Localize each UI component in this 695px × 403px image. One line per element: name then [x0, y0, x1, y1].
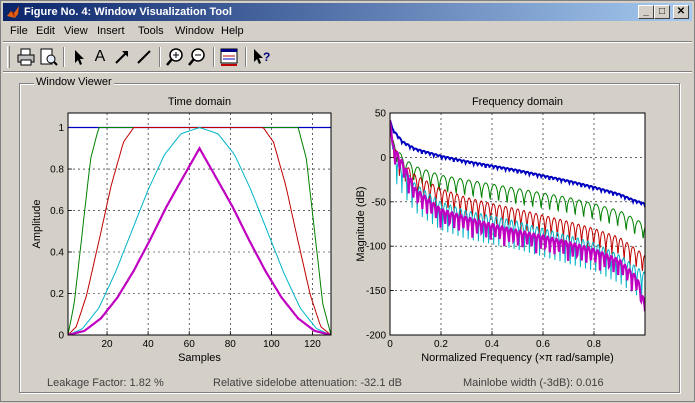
zoom-out-icon	[188, 48, 205, 66]
y-tick-label: 0.8	[50, 165, 64, 176]
series-group	[68, 126, 331, 335]
menu-bar: File Edit View Insert Tools Window Help	[3, 22, 692, 40]
y-tick-label: 50	[375, 109, 387, 120]
menu-view[interactable]: View	[64, 25, 88, 37]
x-axis-label: Samples	[178, 352, 221, 364]
window-viewer-panel	[19, 83, 680, 393]
y-tick-label: 1	[58, 123, 64, 134]
x-tick-label: 80	[225, 339, 237, 350]
whats-this-button[interactable]: ?	[250, 46, 272, 68]
title-bar[interactable]: Figure No. 4: Window Visualization Tool …	[3, 3, 692, 21]
x-axis-label: Normalized Frequency (×π rad/sample)	[421, 352, 614, 364]
menu-window[interactable]: Window	[175, 25, 215, 37]
print-preview-icon	[40, 48, 58, 66]
svg-text:?: ?	[263, 50, 270, 64]
series-line-3	[390, 120, 645, 272]
toolbar-grip[interactable]	[7, 46, 10, 68]
mainlobe-width: Mainlobe width (-3dB): 0.016	[463, 377, 604, 389]
leakage-factor: Leakage Factor: 1.82 %	[47, 377, 164, 389]
series-line-4	[68, 126, 331, 335]
insert-arrow-button[interactable]	[111, 46, 133, 68]
insert-arrow-icon	[115, 51, 128, 64]
x-tick-label: 20	[101, 339, 113, 350]
y-tick-label: 0	[380, 153, 386, 164]
export-button[interactable]	[218, 46, 240, 68]
x-tick-label: 0.2	[434, 339, 448, 350]
y-tick-label: 0.2	[50, 289, 64, 300]
x-tick-label: 40	[143, 339, 155, 350]
zoom-out-button[interactable]	[186, 46, 208, 68]
series-line-5	[68, 146, 331, 335]
chart-title: Time domain	[168, 96, 231, 108]
select-arrow-icon	[75, 50, 84, 65]
menu-edit[interactable]: Edit	[36, 25, 55, 37]
print-button[interactable]	[15, 46, 37, 68]
series-line-1	[390, 119, 645, 208]
toolbar-separator-line	[3, 71, 692, 73]
matlab-logo-icon	[7, 6, 19, 18]
y-tick-label: 0.4	[50, 248, 64, 259]
toolbar-separator	[245, 47, 247, 67]
menu-tools[interactable]: Tools	[138, 25, 164, 37]
window-export-icon	[220, 48, 238, 66]
y-tick-label: 0.6	[50, 206, 64, 217]
y-tick-label: 0	[58, 331, 64, 342]
x-tick-label: 120	[304, 339, 321, 350]
x-tick-label: 0.6	[536, 339, 550, 350]
x-tick-label: 0.8	[587, 339, 601, 350]
plot-border	[67, 112, 332, 336]
x-tick-label: 100	[263, 339, 280, 350]
chart-title: Frequency domain	[472, 96, 563, 108]
close-button[interactable]: ✕	[673, 5, 689, 19]
y-tick-label: -200	[366, 331, 386, 342]
insert-text-button[interactable]: A	[94, 48, 106, 65]
print-preview-button[interactable]	[37, 46, 59, 68]
panel-title: Window Viewer	[34, 76, 114, 88]
y-axis-label: Amplitude	[31, 200, 43, 249]
insert-line-icon	[137, 50, 151, 64]
toolbar-separator	[63, 47, 65, 67]
menu-insert[interactable]: Insert	[97, 25, 125, 37]
series-group	[390, 119, 645, 312]
toolbar: A	[3, 43, 692, 71]
sidelobe-attenuation: Relative sidelobe attenuation: -32.1 dB	[213, 377, 402, 389]
series-line-5	[390, 119, 645, 312]
y-tick-label: -50	[372, 197, 387, 208]
select-tool-button[interactable]	[67, 46, 89, 68]
plot-border	[389, 112, 646, 336]
whats-this-icon: ?	[254, 49, 270, 64]
x-tick-label: 0.4	[485, 339, 499, 350]
zoom-in-icon	[166, 48, 183, 66]
window-title: Figure No. 4: Window Visualization Tool	[24, 6, 232, 18]
series-line-4	[390, 120, 645, 299]
x-tick-label: 60	[184, 339, 196, 350]
print-icon	[17, 48, 35, 66]
x-tick-label: 0	[387, 339, 393, 350]
toolbar-separator	[159, 47, 161, 67]
menu-file[interactable]: File	[10, 25, 28, 37]
series-line-2	[390, 120, 645, 239]
maximize-button[interactable]: □	[654, 5, 670, 19]
y-tick-label: -150	[366, 286, 386, 297]
y-tick-label: -100	[366, 242, 386, 253]
menu-help[interactable]: Help	[221, 25, 244, 37]
insert-line-button[interactable]	[133, 46, 155, 68]
zoom-in-button[interactable]	[164, 46, 186, 68]
menu-separator	[3, 41, 692, 43]
minimize-button[interactable]: _	[638, 5, 654, 19]
toolbar-separator	[213, 47, 215, 67]
y-axis-label: Magnitude (dB)	[355, 186, 367, 261]
